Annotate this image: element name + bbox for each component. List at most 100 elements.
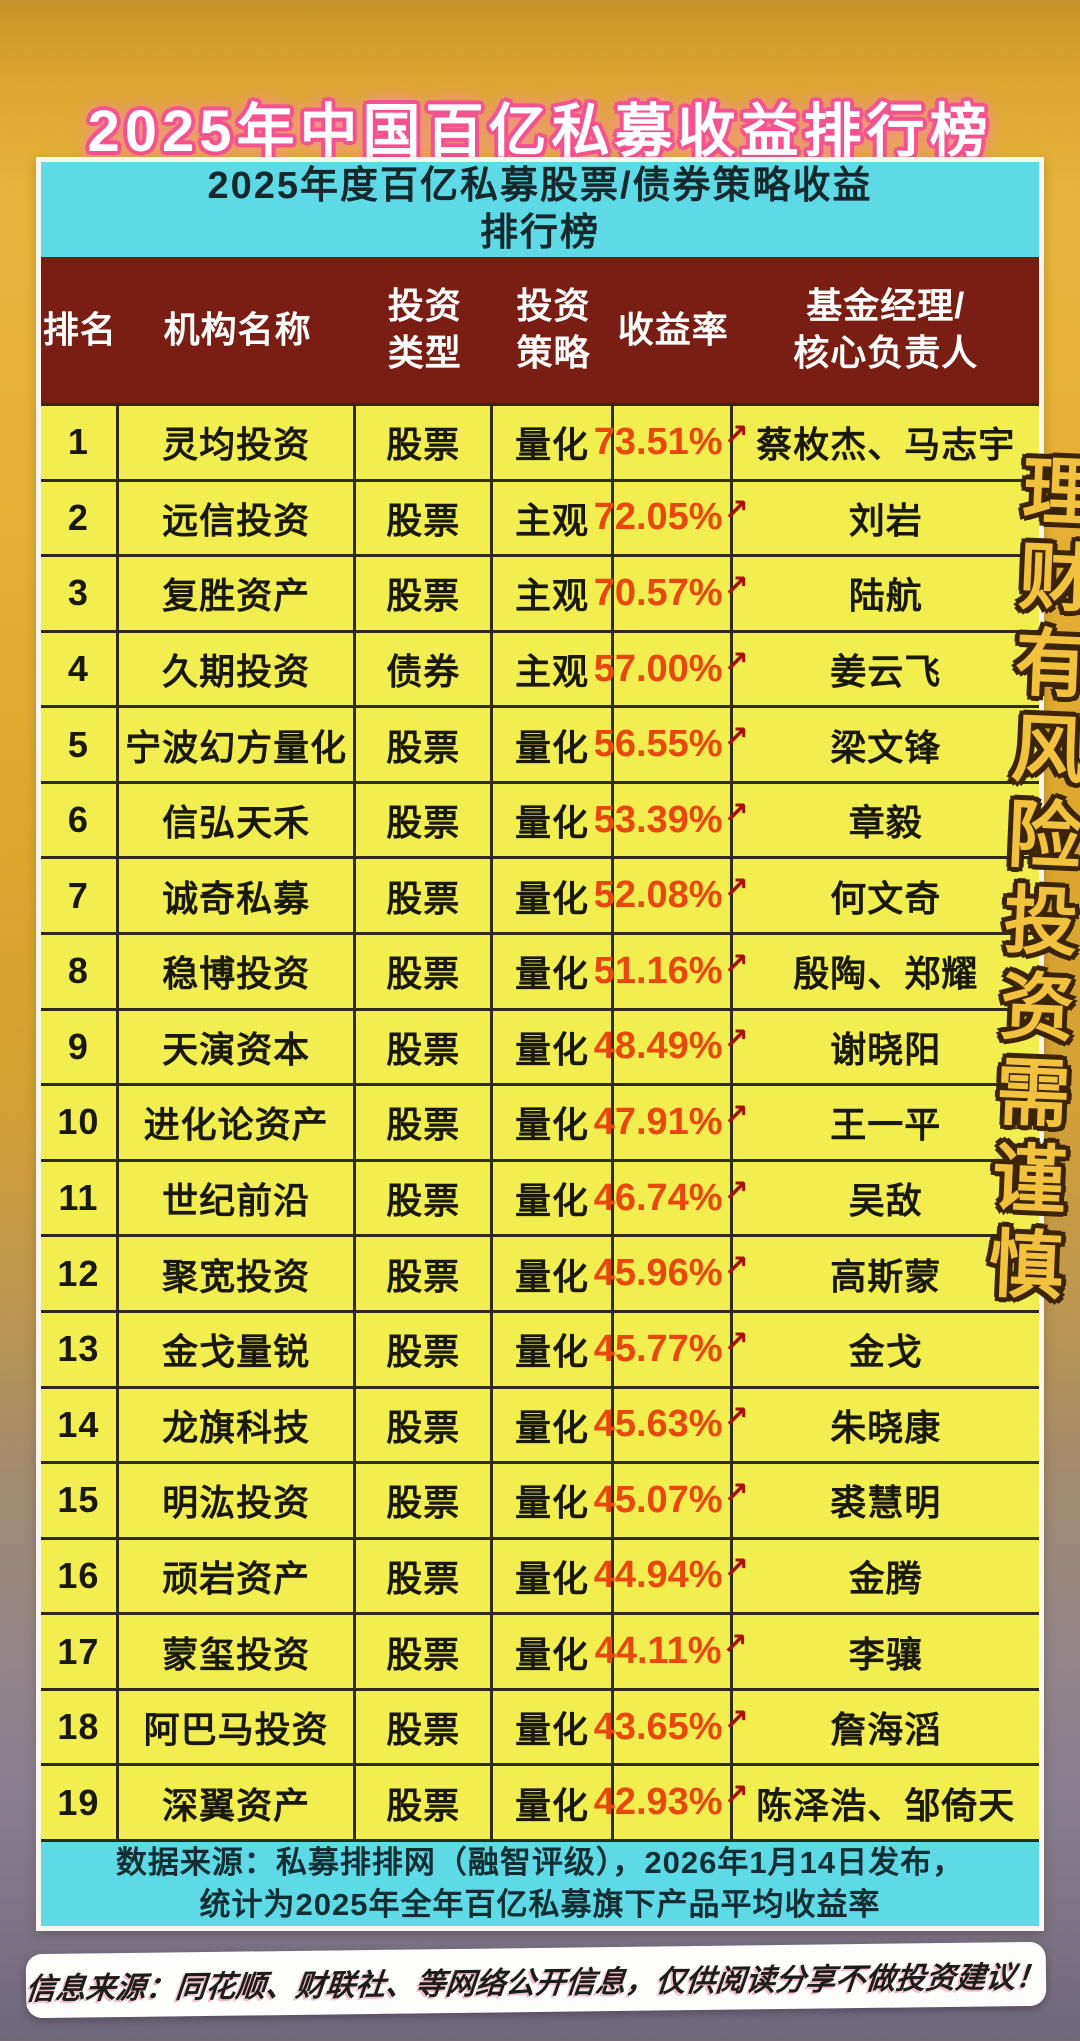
name-cell: 进化论资产 — [119, 1086, 357, 1159]
return-cell: 45.63% ↗ — [594, 1388, 749, 1462]
up-arrow-icon: ↗ — [723, 1476, 750, 1510]
return-value: 45.07% — [593, 1478, 723, 1521]
rank-cell: 18 — [41, 1690, 119, 1764]
return-cell: 46.74% ↗ — [594, 1161, 749, 1235]
up-arrow-icon: ↗ — [723, 721, 750, 755]
up-arrow-icon: ↗ — [723, 645, 750, 679]
name-cell: 聚宽投资 — [119, 1237, 357, 1310]
column-header-strategy: 投资 策略 — [516, 285, 591, 373]
strategy-cell: 量化 — [493, 1464, 614, 1537]
rank-cell: 12 — [41, 1237, 119, 1310]
up-arrow-icon: ↗ — [723, 1325, 750, 1359]
manager-cell: 殷陶、郑耀 — [793, 953, 979, 995]
strategy-cell: 量化 — [493, 1086, 614, 1159]
table-row: 1 灵均投资 股票 量化 73.51% ↗ 蔡枚杰、马志宇 — [41, 403, 1039, 479]
name-cell: 深翼资产 — [119, 1766, 357, 1839]
type-cell: 股票 — [356, 406, 494, 479]
strategy-cell: 主观 — [493, 481, 614, 555]
up-arrow-icon: ↗ — [723, 494, 750, 528]
up-arrow-icon: ↗ — [723, 796, 750, 830]
return-value: 52.08% — [593, 874, 723, 917]
strategy-cell: 量化 — [493, 1766, 614, 1839]
table-row: 8 稳博投资 股票 量化 51.16% ↗ 殷陶、郑耀 — [41, 932, 1039, 1008]
table-row: 19 深翼资产 股票 量化 42.93% ↗ 陈泽浩、邹倚天 — [41, 1763, 1039, 1839]
table-row: 12 聚宽投资 股票 量化 45.96% ↗ 高斯蒙 — [41, 1234, 1039, 1310]
rank-cell: 4 — [41, 632, 119, 706]
name-cell: 宁波幻方量化 — [119, 708, 357, 781]
name-cell: 顽岩资产 — [119, 1539, 357, 1613]
up-arrow-icon: ↗ — [723, 1552, 750, 1586]
name-cell: 金戈量锐 — [119, 1312, 357, 1386]
strategy-cell: 量化 — [493, 1388, 614, 1462]
strategy-cell: 量化 — [493, 1312, 614, 1386]
type-cell: 股票 — [356, 1161, 494, 1235]
table-row: 6 信弘天禾 股票 量化 53.39% ↗ 章毅 — [41, 780, 1039, 857]
rank-cell: 6 — [41, 783, 119, 857]
return-cell: 42.93% ↗ — [594, 1766, 749, 1839]
column-header-return: 收益率 — [617, 308, 729, 350]
manager-cell: 章毅 — [848, 802, 923, 844]
up-arrow-icon: ↗ — [723, 569, 750, 603]
return-value: 48.49% — [593, 1025, 723, 1068]
table-row: 5 宁波幻方量化 股票 量化 56.55% ↗ 梁文锋 — [41, 705, 1039, 781]
strategy-cell: 主观 — [493, 557, 614, 630]
name-cell: 灵均投资 — [119, 406, 357, 479]
name-cell: 龙旗科技 — [119, 1388, 357, 1462]
return-value: 45.77% — [593, 1327, 723, 1370]
table-header-row: 排名 机构名称 投资 类型 投资 策略 收益率 基金经理/ 核心负责人 — [41, 257, 1039, 403]
type-cell: 股票 — [356, 1086, 494, 1159]
manager-cell: 吴敌 — [848, 1180, 923, 1222]
up-arrow-icon: ↗ — [723, 418, 750, 452]
manager-cell: 何文奇 — [830, 877, 942, 919]
return-value: 44.94% — [593, 1554, 723, 1597]
rank-cell: 17 — [41, 1615, 119, 1688]
table-row: 9 天演资本 股票 量化 48.49% ↗ 谢晓阳 — [41, 1007, 1039, 1084]
rank-cell: 2 — [41, 481, 119, 555]
manager-cell: 陆航 — [848, 575, 923, 617]
strategy-cell: 量化 — [493, 859, 614, 933]
column-header-name: 机构名称 — [163, 308, 312, 350]
table-row: 4 久期投资 债券 主观 57.00% ↗ 姜云飞 — [41, 629, 1039, 706]
table-row: 11 世纪前沿 股票 量化 46.74% ↗ 吴敌 — [41, 1158, 1039, 1235]
return-cell: 45.07% ↗ — [594, 1464, 749, 1537]
type-cell: 股票 — [356, 1615, 494, 1688]
manager-cell: 姜云飞 — [830, 651, 942, 693]
return-value: 70.57% — [593, 571, 723, 614]
name-cell: 久期投资 — [119, 632, 357, 706]
table-row: 17 蒙玺投资 股票 量化 44.11% ↗ 李骧 — [41, 1612, 1039, 1688]
up-arrow-icon: ↗ — [723, 1703, 750, 1737]
type-cell: 股票 — [356, 1690, 494, 1764]
type-cell: 股票 — [356, 481, 494, 555]
manager-cell: 朱晓康 — [830, 1406, 942, 1448]
up-arrow-icon: ↗ — [723, 872, 750, 906]
data-source-line2: 统计为2025年全年百亿私募旗下产品平均收益率 — [199, 1887, 881, 1922]
column-header-rank: 排名 — [42, 308, 117, 350]
name-cell: 天演资本 — [119, 1010, 357, 1084]
manager-cell: 刘岩 — [848, 499, 923, 541]
up-arrow-icon: ↗ — [723, 1779, 750, 1813]
ranking-table: 2025年度百亿私募股票/债券策略收益 排行榜 排名 机构名称 投资 类型 投资… — [36, 157, 1044, 1931]
manager-cell: 金腾 — [848, 1557, 923, 1599]
return-cell: 73.51% ↗ — [594, 406, 749, 479]
table-subtitle-line2: 排行榜 — [479, 211, 600, 254]
column-header-manager: 基金经理/ 核心负责人 — [793, 285, 979, 373]
up-arrow-icon: ↗ — [723, 1023, 750, 1057]
rank-cell: 14 — [41, 1388, 119, 1462]
type-cell: 股票 — [356, 1539, 494, 1613]
strategy-cell: 量化 — [493, 1615, 614, 1688]
page-title: 2025年中国百亿私募收益排行榜 — [87, 99, 993, 164]
table-row: 15 明汯投资 股票 量化 45.07% ↗ 裘慧明 — [41, 1461, 1039, 1537]
up-arrow-icon: ↗ — [723, 1401, 750, 1435]
name-cell: 阿巴马投资 — [119, 1690, 357, 1764]
return-cell: 45.96% ↗ — [594, 1237, 749, 1310]
column-header-type: 投资 类型 — [387, 285, 462, 373]
type-cell: 股票 — [356, 1312, 494, 1386]
manager-cell: 金戈 — [848, 1331, 923, 1373]
return-cell: 70.57% ↗ — [594, 557, 749, 630]
strategy-cell: 主观 — [493, 632, 614, 706]
name-cell: 复胜资产 — [119, 557, 357, 630]
strategy-cell: 量化 — [493, 935, 614, 1008]
strategy-cell: 量化 — [493, 1010, 614, 1084]
up-arrow-icon: ↗ — [723, 947, 750, 981]
type-cell: 股票 — [356, 1388, 494, 1462]
